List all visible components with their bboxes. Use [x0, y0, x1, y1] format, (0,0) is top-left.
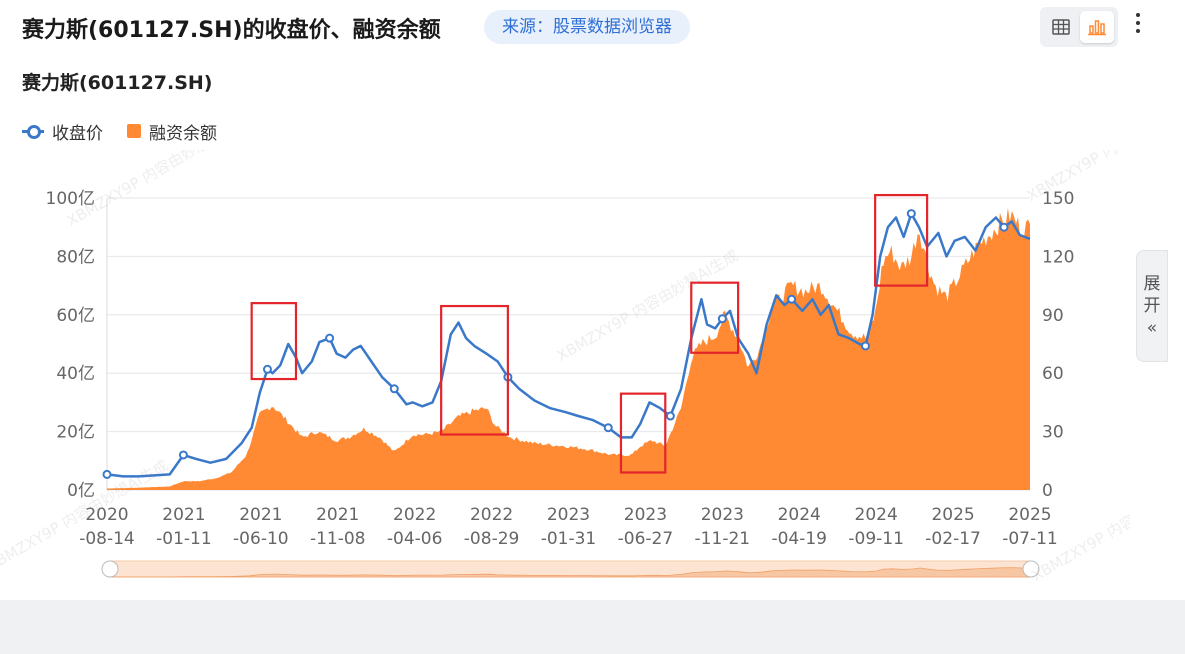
- x-tick-label: 2022: [470, 505, 513, 525]
- close-price-point[interactable]: [178, 450, 188, 460]
- x-tick-label: 2021: [239, 505, 282, 525]
- legend-item-close-price[interactable]: 收盘价: [22, 119, 103, 144]
- footer-band: [0, 600, 1185, 654]
- close-price-line: [106, 212, 1031, 478]
- x-tick-label: -01-11: [156, 529, 212, 549]
- x-tick-label: 2021: [162, 505, 205, 525]
- highlight-box: [690, 281, 740, 354]
- x-tick-label: 2025: [931, 505, 974, 525]
- highlight-box: [250, 302, 298, 381]
- combo-chart: 0亿 20亿 40亿 60亿 80亿 100亿 0 30 60 90 120 150 2020 -08-1…: [0, 150, 1130, 585]
- expand-label: 开: [1143, 296, 1161, 316]
- y-left-tick-label: 100亿: [46, 189, 95, 209]
- close-price-point[interactable]: [665, 411, 675, 421]
- x-tick-label: 2025: [1008, 505, 1051, 525]
- expand-panel-button[interactable]: 展 开 «: [1136, 250, 1168, 362]
- y-left-tick-label: 0亿: [67, 481, 95, 501]
- zoom-slider-right-handle[interactable]: [1022, 560, 1040, 578]
- y-right-tick-label: 150: [1042, 189, 1074, 209]
- x-tick-label: 2023: [547, 505, 590, 525]
- y-left-tick-label: 40亿: [56, 364, 95, 384]
- y-right-tick-label: 30: [1042, 423, 1064, 443]
- y-right-tick-label: 90: [1042, 306, 1064, 326]
- x-tick-label: 2024: [778, 505, 821, 525]
- x-tick-label: 2023: [701, 505, 744, 525]
- table-icon: [1052, 19, 1070, 35]
- close-price-point[interactable]: [906, 209, 916, 219]
- margin-balance-area: [107, 207, 1030, 490]
- double-chevron-left-icon: «: [1146, 318, 1158, 338]
- x-tick-label: -06-27: [618, 529, 674, 549]
- y-right-tick-label: 0: [1042, 481, 1053, 501]
- watermark-text: XBMZXY9P 内容由妙想AI生成: [0, 456, 171, 575]
- close-price-point[interactable]: [787, 294, 797, 304]
- x-tick-label: -08-29: [464, 529, 520, 549]
- source-badge[interactable]: 来源：股票数据浏览器: [484, 10, 690, 44]
- x-tick-label: -01-31: [541, 529, 597, 549]
- page-title: 赛力斯(601127.SH)的收盘价、融资余额: [22, 18, 441, 43]
- close-price-point[interactable]: [603, 423, 613, 433]
- highlight-box: [874, 193, 929, 287]
- watermark-text: XBMZXY9P 内容由妙想AI生成: [1024, 150, 1130, 205]
- x-tick-label: 2020: [85, 505, 128, 525]
- y-left-tick-label: 60亿: [56, 306, 95, 326]
- x-tick-label: -11-08: [310, 529, 366, 549]
- x-tick-label: -04-06: [387, 529, 443, 549]
- chart-legend: 收盘价 融资余额: [22, 118, 241, 144]
- x-tick-label: -02-17: [925, 529, 981, 549]
- more-vertical-icon: [1136, 13, 1140, 33]
- x-tick-label: -11-21: [695, 529, 751, 549]
- x-tick-label: 2022: [393, 505, 436, 525]
- highlight-box: [440, 304, 509, 436]
- chart-view-button[interactable]: [1080, 11, 1114, 43]
- x-tick-label: -07-11: [1002, 529, 1058, 549]
- x-tick-label: 2024: [855, 505, 898, 525]
- close-price-point[interactable]: [999, 222, 1009, 232]
- x-tick-label: 2021: [316, 505, 359, 525]
- chart-title: 赛力斯(601127.SH): [22, 72, 213, 94]
- header: 赛力斯(601127.SH)的收盘价、融资余额 来源：股票数据浏览器: [0, 0, 1185, 56]
- view-toggle: [1040, 7, 1118, 47]
- close-price-point[interactable]: [860, 341, 870, 351]
- zoom-slider-left-handle[interactable]: [101, 560, 119, 578]
- highlight-box: [619, 392, 667, 474]
- zoom-slider-preview: [109, 567, 1032, 578]
- table-view-button[interactable]: [1044, 11, 1078, 43]
- line-marker-icon: [22, 124, 44, 139]
- bar-chart-icon: [1088, 20, 1106, 36]
- close-price-point[interactable]: [717, 314, 727, 324]
- expand-label: 展: [1143, 274, 1161, 294]
- y-left-tick-label: 20亿: [56, 423, 95, 443]
- close-price-point[interactable]: [102, 469, 112, 479]
- x-tick-label: -09-11: [848, 529, 904, 549]
- x-tick-label: -08-14: [79, 529, 135, 549]
- legend-label: 融资余额: [149, 123, 217, 144]
- y-left-tick-label: 80亿: [56, 247, 95, 267]
- x-tick-label: -06-10: [233, 529, 289, 549]
- x-tick-label: -04-19: [771, 529, 827, 549]
- close-price-point[interactable]: [389, 384, 399, 394]
- y-right-tick-label: 60: [1042, 364, 1064, 384]
- x-tick-label: 2023: [624, 505, 667, 525]
- legend-item-margin-balance[interactable]: 融资余额: [127, 119, 217, 144]
- more-options-button[interactable]: [1128, 10, 1148, 44]
- close-price-point[interactable]: [325, 333, 335, 343]
- y-right-tick-label: 120: [1042, 247, 1074, 267]
- square-marker-icon: [127, 124, 141, 138]
- close-price-point[interactable]: [262, 364, 272, 374]
- legend-label: 收盘价: [52, 123, 103, 144]
